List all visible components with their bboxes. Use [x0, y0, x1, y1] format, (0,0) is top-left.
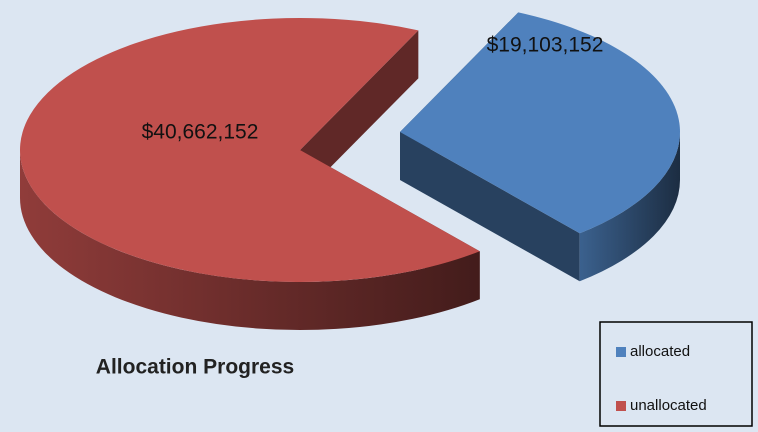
- data-label: $40,662,152: [142, 121, 259, 144]
- chart-title: Allocation Progress: [96, 356, 294, 379]
- legend-label: allocated: [630, 343, 690, 360]
- slice-wall: [400, 132, 580, 282]
- slice: [400, 12, 681, 234]
- legend-label: unallocated: [630, 397, 707, 414]
- data-label: $19,103,152: [487, 34, 604, 57]
- legend-swatch: [616, 347, 626, 357]
- slice-wall: [300, 30, 419, 199]
- slice: [20, 18, 480, 282]
- slice-side: [19, 150, 480, 331]
- slice-side: [579, 132, 680, 282]
- legend-swatch: [616, 401, 626, 411]
